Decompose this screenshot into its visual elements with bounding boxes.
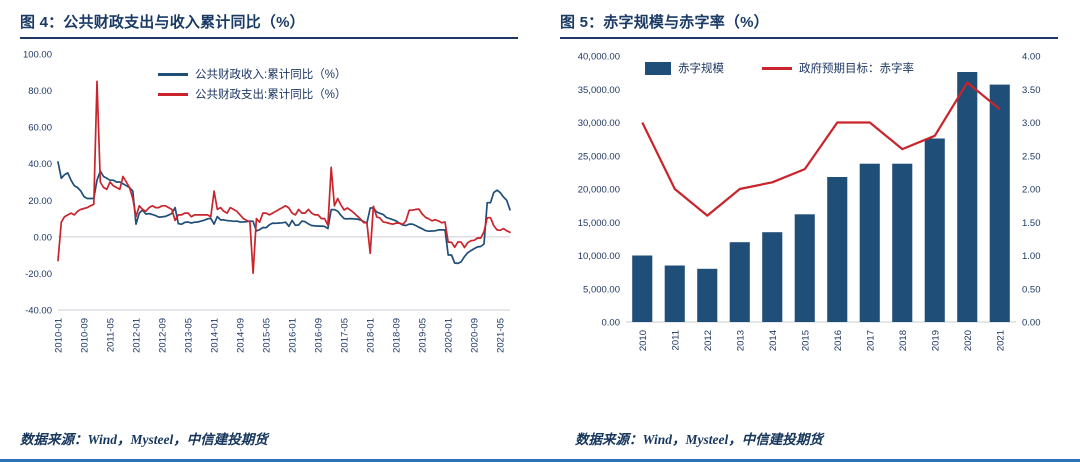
x-axis-label: 2014-01 [210,318,221,353]
y-axis-label: -20.00 [25,269,52,280]
x-axis-label: 2015 [800,330,811,351]
x-axis-label: 2011 [670,330,681,350]
deficit-bar [989,84,1010,322]
left-y-axis-label: 40,000.00 [578,52,620,63]
figure-4-title-divider [20,37,518,39]
right-y-axis-label: 0.00 [1022,318,1041,329]
expenditure-line-swatch-icon [158,92,188,96]
x-axis-label: 2012-01 [132,318,143,353]
right-y-axis-label: 1.00 [1022,251,1041,262]
figure-4-legend: 公共财政收入:累计同比（%） 公共财政支出:累计同比（%） [158,66,346,106]
x-axis-label: 2020-09 [470,318,481,353]
x-axis-label: 2021-05 [496,318,507,353]
deficit-bar [859,163,880,322]
legend-item-deficit-scale: 赤字规模 [645,60,724,76]
x-axis-label: 2010-09 [80,318,91,353]
legend-label-deficit-scale: 赤字规模 [678,63,724,75]
left-y-axis-label: 20,000.00 [578,185,620,196]
panel-figure-5: 图 5：赤字规模与赤字率（%） 赤字规模 政府预期目标：赤字率 40,000.0… [540,0,1080,462]
right-y-axis-label: 0.50 [1022,284,1041,295]
x-axis-label: 2018 [898,330,909,351]
x-axis-label: 2018-01 [366,318,377,353]
figure-5-title-divider [560,37,1058,39]
figure-4-plot: 100.00 80.00 60.00 40.00 20.00 0.00 -20.00 -40.… [23,50,511,353]
figure-5-plot: 40,000.00 35,000.00 30,000.00 25,000.00 20,0… [578,52,1041,352]
figure-5-legend: 赤字规模 政府预期目标：赤字率 [645,60,914,80]
x-axis-label: 2016-01 [288,318,299,353]
x-axis-label: 2018-09 [392,318,403,353]
x-axis-label: 2015-05 [262,318,273,353]
left-y-axis-label: 0.00 [602,318,621,329]
figure-5-source: 数据来源：Wind，Mysteel，中信建投期货 [575,432,823,447]
x-axis-label: 2020-01 [444,318,455,353]
x-axis-label: 2013 [735,330,746,351]
deficit-bar [827,177,848,322]
x-axis-label: 2019 [930,330,941,351]
y-axis-label: 20.00 [28,196,52,207]
x-axis-label: 2021 [995,330,1006,351]
legend-item-expenditure: 公共财政支出:累计同比（%） [158,86,346,102]
x-axis-label: 2016-09 [314,318,325,353]
legend-label-revenue: 公共财政收入:累计同比（%） [195,69,347,81]
x-axis-label: 2014 [768,330,779,351]
right-y-axis-label: 1.50 [1022,218,1041,229]
right-y-axis-label: 2.00 [1022,185,1041,196]
left-y-axis-label: 15,000.00 [578,218,620,229]
legend-label-expenditure: 公共财政支出:累计同比（%） [195,89,347,101]
x-axis-label: 2011-05 [106,318,117,352]
left-y-axis-label: 5,000.00 [583,284,620,295]
x-axis-label: 2012-09 [158,318,169,353]
figure-5-chart: 赤字规模 政府预期目标：赤字率 40,000.00 35,000.00 30,000… [550,44,1066,374]
footer-divider [0,459,1080,462]
left-y-axis-label: 10,000.00 [578,251,620,262]
figure-4-title: 图 4：公共财政支出与收入累计同比（%） [20,14,305,31]
deficit-bar [957,72,978,322]
deficit-rate-line [641,81,1001,217]
deficit-bar [697,268,718,322]
legend-item-deficit-rate: 政府预期目标：赤字率 [762,60,914,76]
x-axis-label: 2017 [865,330,876,351]
deficit-bar-swatch-icon [645,61,671,75]
deficit-bar [924,138,945,322]
deficit-bar [762,232,783,322]
x-axis-label: 2016 [833,330,844,351]
y-axis-label: 40.00 [28,159,52,170]
legend-label-deficit-rate: 政府预期目标：赤字率 [799,63,914,75]
y-axis-label: 60.00 [28,123,52,134]
x-axis-label: 2013-05 [184,318,195,353]
series-line-0 [57,161,511,265]
deficit-bar [729,242,750,322]
right-y-axis-label: 2.50 [1022,151,1041,162]
left-y-axis-label: 35,000.00 [578,85,620,96]
right-y-axis-label: 3.00 [1022,118,1041,129]
x-axis-label: 2012 [703,330,714,351]
series-line-1 [57,80,511,275]
deficit-bar [794,214,815,322]
x-axis-label: 2010-01 [54,318,65,353]
right-y-axis-label: 3.50 [1022,85,1041,96]
y-axis-label: 80.00 [28,86,52,97]
left-y-axis-label: 25,000.00 [578,151,620,162]
figure-4-chart: 公共财政收入:累计同比（%） 公共财政支出:累计同比（%） 100.00 80.0… [10,44,526,374]
left-y-axis-label: 30,000.00 [578,118,620,129]
figure-5-title: 图 5：赤字规模与赤字率（%） [560,14,769,31]
x-axis-label: 2017-05 [340,318,351,353]
x-axis-label: 2020 [963,330,974,351]
revenue-line-swatch-icon [158,72,188,76]
x-axis-label: 2019-05 [418,318,429,353]
figure-4-source: 数据来源：Wind，Mysteel，中信建投期货 [20,432,268,447]
deficit-rate-line-swatch-icon [762,66,792,70]
legend-item-revenue: 公共财政收入:累计同比（%） [158,66,346,82]
panel-figure-4: 图 4：公共财政支出与收入累计同比（%） 公共财政收入:累计同比（%） 公共财政… [10,14,526,447]
x-axis-label: 2010 [638,330,649,351]
y-axis-label: 0.00 [34,232,53,243]
x-axis-label: 2014-09 [236,318,247,353]
deficit-bar [632,255,653,322]
y-axis-label: -40.00 [25,306,52,317]
deficit-bar [664,265,685,322]
y-axis-label: 100.00 [23,50,52,61]
deficit-bar [892,163,913,322]
right-y-axis-label: 4.00 [1022,52,1041,63]
